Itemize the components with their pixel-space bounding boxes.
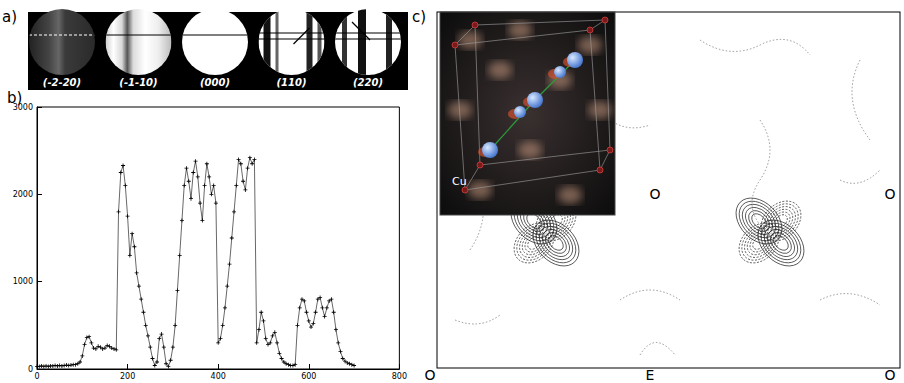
svg-text:0: 0 bbox=[34, 372, 39, 381]
svg-text:Cu: Cu bbox=[452, 175, 467, 188]
svg-text:0: 0 bbox=[28, 365, 33, 374]
svg-text:3000: 3000 bbox=[12, 102, 33, 112]
svg-text:200: 200 bbox=[120, 372, 135, 381]
svg-text:1000: 1000 bbox=[13, 277, 33, 286]
svg-text:(220): (220) bbox=[353, 77, 383, 88]
svg-text:a): a) bbox=[2, 8, 17, 26]
svg-text:O: O bbox=[884, 186, 895, 202]
svg-text:800: 800 bbox=[392, 372, 407, 381]
svg-text:O: O bbox=[649, 186, 660, 202]
svg-text:b): b) bbox=[7, 89, 22, 107]
svg-text:2000: 2000 bbox=[13, 190, 33, 199]
svg-text:400: 400 bbox=[211, 372, 226, 381]
svg-text:O: O bbox=[884, 367, 895, 383]
svg-text:(-2-20): (-2-20) bbox=[43, 77, 81, 88]
svg-text:c): c) bbox=[412, 8, 426, 26]
svg-text:O: O bbox=[424, 367, 435, 383]
svg-text:E: E bbox=[646, 367, 655, 383]
svg-text:(110): (110) bbox=[276, 77, 306, 88]
svg-text:(-1-10): (-1-10) bbox=[119, 77, 157, 88]
svg-text:(000): (000) bbox=[200, 77, 230, 88]
svg-text:600: 600 bbox=[301, 372, 316, 381]
